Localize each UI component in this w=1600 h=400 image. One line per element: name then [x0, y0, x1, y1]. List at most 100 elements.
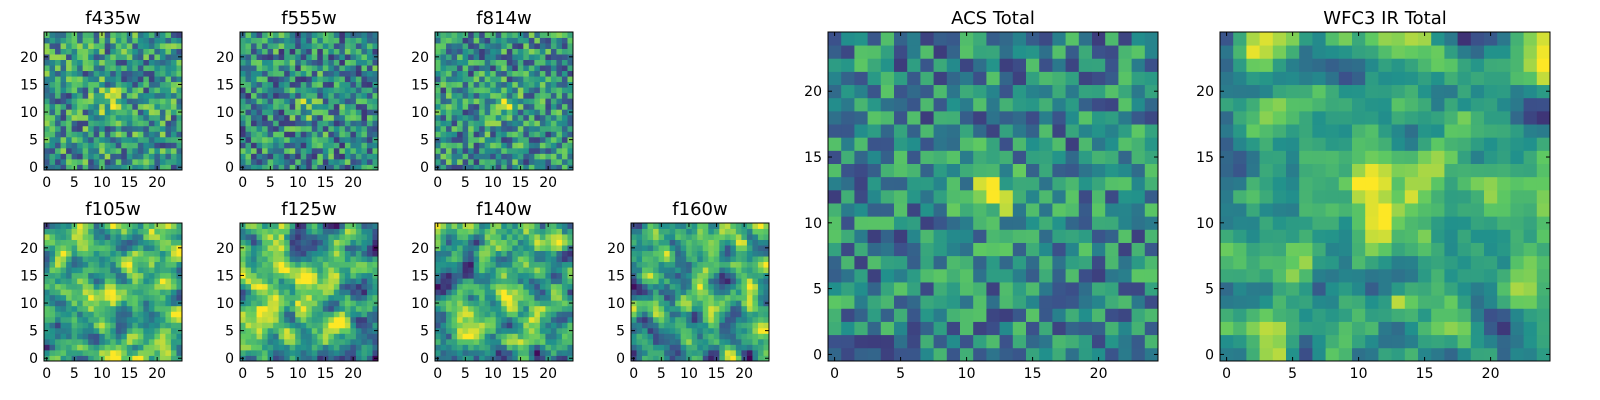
heatmap-cell	[636, 283, 643, 290]
heatmap-cell	[691, 300, 698, 307]
heatmap-cell	[854, 268, 868, 283]
heatmap-cell	[339, 294, 346, 301]
heatmap-cell	[284, 338, 291, 345]
heatmap-cell	[143, 136, 150, 143]
heatmap-cell	[680, 239, 687, 246]
x-tick-label: 10	[484, 366, 502, 382]
heatmap-cell	[267, 338, 274, 345]
heatmap-cell	[55, 109, 61, 116]
heatmap-cell	[451, 98, 458, 105]
heatmap-cell	[66, 164, 72, 171]
heatmap-cell	[435, 120, 441, 127]
heatmap-cell	[77, 322, 84, 329]
heatmap-cell	[534, 87, 541, 94]
heatmap-cell	[245, 32, 252, 38]
heatmap-cell	[77, 98, 84, 105]
heatmap-cell	[165, 131, 172, 138]
heatmap-cell	[479, 37, 486, 44]
heatmap-cell	[262, 87, 268, 94]
heatmap-cell	[539, 37, 546, 44]
heatmap-cell	[757, 355, 764, 362]
heatmap-cell	[757, 322, 764, 329]
heatmap-cell	[49, 32, 56, 38]
heatmap-cell	[366, 311, 373, 318]
heatmap-cell	[999, 321, 1014, 336]
heatmap-cell	[295, 333, 302, 340]
heatmap-cell	[55, 305, 61, 312]
heatmap-cell	[960, 229, 974, 243]
x-tick-label: 0	[433, 175, 442, 191]
heatmap-cell	[528, 103, 535, 110]
heatmap-cell	[132, 76, 139, 83]
heatmap-cell	[752, 261, 759, 268]
heatmap-cell	[311, 333, 318, 340]
heatmap-cell	[137, 164, 144, 171]
heatmap-cell	[501, 256, 508, 263]
heatmap-cell	[484, 153, 491, 160]
heatmap-cell	[473, 250, 480, 257]
heatmap-cell	[561, 54, 568, 60]
heatmap-cell	[517, 300, 524, 307]
heatmap-cell	[647, 223, 654, 229]
heatmap-cell	[1131, 189, 1146, 204]
heatmap-cell	[55, 120, 61, 127]
heatmap-cell	[724, 300, 731, 307]
heatmap-cell	[642, 289, 648, 296]
heatmap-cell	[495, 164, 502, 171]
heatmap-cell	[1039, 255, 1053, 270]
heatmap-cell	[159, 239, 166, 246]
heatmap-cell	[66, 250, 72, 257]
heatmap-cell	[366, 147, 373, 154]
heatmap-cell	[512, 261, 519, 268]
heatmap-cell	[636, 267, 643, 274]
heatmap-cell	[170, 131, 177, 138]
heatmap-cell	[746, 261, 753, 268]
heatmap-cell	[333, 278, 340, 285]
heatmap-cell	[278, 125, 285, 132]
heatmap-cell	[512, 142, 519, 149]
heatmap-cell	[451, 164, 458, 171]
heatmap-cell	[702, 256, 709, 263]
heatmap-cell	[746, 223, 753, 229]
heatmap-cell	[539, 344, 546, 351]
heatmap-cell	[664, 333, 671, 340]
heatmap-cell	[1052, 268, 1066, 283]
heatmap-cell	[642, 305, 648, 312]
heatmap-cell	[110, 316, 117, 323]
heatmap-cell	[561, 305, 568, 312]
heatmap-cell	[1026, 321, 1040, 336]
heatmap-cell	[55, 164, 61, 171]
heatmap-cell	[115, 322, 122, 329]
heatmap-cell	[306, 344, 313, 351]
heatmap-cell	[88, 355, 95, 362]
heatmap-cell	[534, 239, 541, 246]
heatmap-cell	[473, 131, 480, 138]
heatmap-cell	[333, 245, 340, 251]
heatmap-cell	[473, 98, 480, 105]
heatmap-cell	[854, 255, 868, 270]
heatmap-cell	[528, 245, 535, 251]
heatmap-cell	[854, 203, 868, 217]
heatmap-cell	[669, 239, 676, 246]
heatmap-cell	[366, 234, 373, 240]
heatmap-cell	[344, 267, 351, 274]
heatmap-cell	[104, 344, 111, 351]
heatmap-cell	[556, 267, 563, 274]
heatmap-cell	[545, 333, 552, 340]
heatmap-cell	[256, 333, 263, 340]
heatmap-cell	[451, 136, 458, 143]
heatmap-cell	[973, 163, 987, 178]
heatmap-cell	[240, 114, 246, 121]
heatmap-cell	[741, 305, 748, 312]
heatmap-cell	[273, 250, 280, 257]
heatmap-cell	[289, 245, 296, 251]
heatmap-cell	[60, 158, 67, 165]
heatmap-cell	[289, 81, 296, 88]
heatmap-cell	[506, 109, 513, 116]
heatmap-cell	[735, 333, 742, 340]
heatmap-cell	[746, 338, 753, 345]
heatmap-cell	[534, 103, 541, 110]
heatmap-cell	[528, 76, 535, 83]
